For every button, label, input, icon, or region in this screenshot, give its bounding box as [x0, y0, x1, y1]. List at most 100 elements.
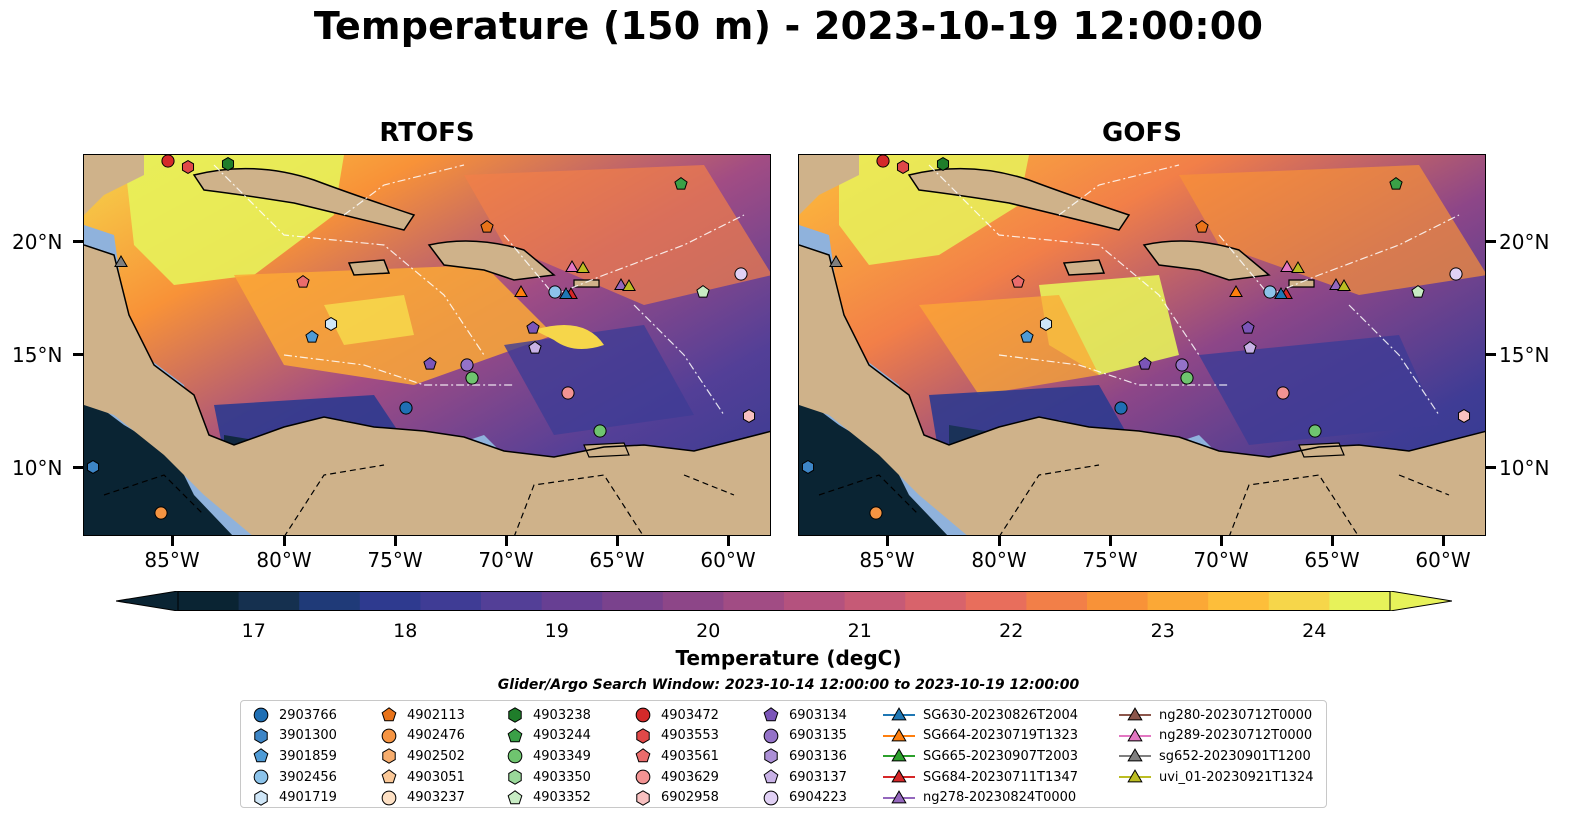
- colorbar-max-extension: [1389, 591, 1452, 611]
- legend-item: 4903352: [505, 787, 591, 808]
- legend-item-label: 4903350: [533, 769, 591, 785]
- legend-column: 4903472 4903553 4903561 4903629 6902958: [633, 705, 719, 808]
- legend-item-label: 4902113: [407, 707, 465, 723]
- map-rtofs-svg: [84, 155, 770, 535]
- legend-item-label: SG665-20230907T2003: [923, 748, 1079, 764]
- colorbar: [116, 591, 1452, 611]
- figure-title: Temperature (150 m) - 2023-10-19 12:00:0…: [313, 4, 1264, 48]
- legend-marker-hexagon-icon: [636, 789, 650, 806]
- legend-marker-pentagon-icon: [763, 707, 779, 722]
- legend-item-label: 6903137: [789, 769, 847, 785]
- legend-column: 4902113 4902476 4902502 4903051 4903237: [379, 705, 465, 808]
- legend-marker-circle-icon: [635, 707, 651, 723]
- ytick-label-right: 20°N: [1499, 230, 1550, 254]
- legend-item-label: uvi_01-20230921T1324: [1159, 769, 1314, 785]
- legend-marker-hexagon-icon: [636, 728, 650, 744]
- legend-item-label: 3902456: [279, 769, 337, 785]
- legend-marker-pentagon-icon: [635, 748, 651, 763]
- legend-item: 4903629: [633, 767, 719, 788]
- legend-marker-hexagon-icon: [382, 748, 396, 765]
- legend-item: 4903244: [505, 726, 591, 747]
- legend-item-label: 4903472: [661, 707, 719, 723]
- legend-item: 6903135: [761, 726, 847, 747]
- colorbar-bin: [602, 591, 664, 611]
- legend-item-label: 4903244: [533, 728, 591, 744]
- colorbar-bin: [1268, 591, 1330, 611]
- legend-item: 4903350: [505, 767, 591, 788]
- legend-item: 6903136: [761, 746, 847, 767]
- legend-marker-hexagon-icon: [764, 748, 778, 765]
- ytick-label-left: 20°N: [12, 230, 63, 254]
- map-panel-gofs[interactable]: [798, 154, 1486, 536]
- xtick-mark: [1331, 536, 1334, 546]
- xtick-label: 85°W: [144, 548, 200, 572]
- legend-column: 4903238 4903244 4903349 4903350 4903352: [505, 705, 591, 808]
- colorbar-bin: [541, 591, 603, 611]
- colorbar-bin: [965, 591, 1027, 611]
- legend-column: 6903134 6903135 6903136 6903137 6904223: [761, 705, 847, 808]
- legend-item: 6904223: [761, 787, 847, 808]
- legend-item-label: 4903349: [533, 748, 591, 764]
- legend-item-label: 4903237: [407, 790, 465, 806]
- legend-marker-pentagon-icon: [381, 769, 397, 784]
- colorbar-bin: [723, 591, 785, 611]
- legend-marker-pentagon-icon: [253, 748, 269, 763]
- colorbar-tick-label: 20: [696, 620, 721, 642]
- xtick-label: 80°W: [256, 548, 312, 572]
- legend-marker-pentagon-icon: [507, 789, 523, 804]
- legend-marker-triangle-icon: [883, 769, 915, 783]
- legend-marker-triangle-icon: [1119, 728, 1151, 742]
- xtick-mark: [1220, 536, 1223, 546]
- colorbar-bin: [238, 591, 300, 611]
- legend-item-label: 6902958: [661, 790, 719, 806]
- legend-item-label: SG664-20230719T1323: [923, 728, 1079, 744]
- legend-item: 4902113: [379, 705, 465, 726]
- colorbar-tick-label: 21: [847, 620, 872, 642]
- ytick-label-right: 10°N: [1499, 456, 1550, 480]
- xtick-mark: [998, 536, 1001, 546]
- colorbar-bin: [1329, 591, 1391, 611]
- legend-item: SG664-20230719T1323: [883, 726, 1078, 747]
- colorbar-bin: [905, 591, 967, 611]
- map-gofs-svg: [799, 155, 1485, 535]
- legend-column: SG630-20230826T2004 SG664-20230719T1323 SG…: [883, 705, 1078, 808]
- ytick-mark: [73, 466, 83, 469]
- legend-item-label: 6903134: [789, 707, 847, 723]
- ytick-mark: [1486, 353, 1496, 356]
- map-panel-rtofs[interactable]: [83, 154, 771, 536]
- xtick-mark: [505, 536, 508, 546]
- legend-marker-pentagon-icon: [381, 707, 397, 722]
- legend-marker-circle-icon: [507, 749, 523, 764]
- legend-item: 6903134: [761, 705, 847, 726]
- legend-item-label: 4901719: [279, 790, 337, 806]
- legend-item-label: 3901859: [279, 748, 337, 764]
- colorbar-bin: [784, 591, 846, 611]
- legend-item: 4903553: [633, 726, 719, 747]
- legend-item-label: 4903051: [407, 769, 465, 785]
- legend-item-label: ng280-20230712T0000: [1159, 707, 1313, 723]
- legend-item-label: 3901300: [279, 728, 337, 744]
- panel-title-rtofs: RTOFS: [379, 118, 475, 148]
- legend-item: 3902456: [251, 767, 337, 788]
- legend-marker-hexagon-icon: [254, 789, 268, 806]
- legend-marker-circle-icon: [381, 728, 397, 744]
- colorbar-tick-label: 19: [544, 620, 569, 642]
- xtick-mark: [727, 536, 730, 546]
- xtick-mark: [171, 536, 174, 546]
- legend-item: 2903766: [251, 705, 337, 726]
- colorbar-bin: [844, 591, 906, 611]
- legend-marker-triangle-icon: [1119, 748, 1151, 762]
- legend-marker-hexagon-icon: [508, 707, 522, 724]
- xtick-label: 70°W: [1193, 548, 1249, 572]
- legend-marker-pentagon-icon: [763, 769, 779, 784]
- colorbar-tick-label: 24: [1302, 620, 1327, 642]
- legend-item: 4903237: [379, 787, 465, 808]
- legend-item: 4903349: [505, 746, 591, 767]
- legend-item: sg652-20230901T1200: [1119, 746, 1313, 767]
- xtick-mark: [886, 536, 889, 546]
- legend-item-label: 4903561: [661, 748, 719, 764]
- xtick-label: 75°W: [1082, 548, 1138, 572]
- xtick-label: 65°W: [1304, 548, 1360, 572]
- legend-item-label: SG684-20230711T1347: [923, 769, 1079, 785]
- legend-item: 4902502: [379, 746, 465, 767]
